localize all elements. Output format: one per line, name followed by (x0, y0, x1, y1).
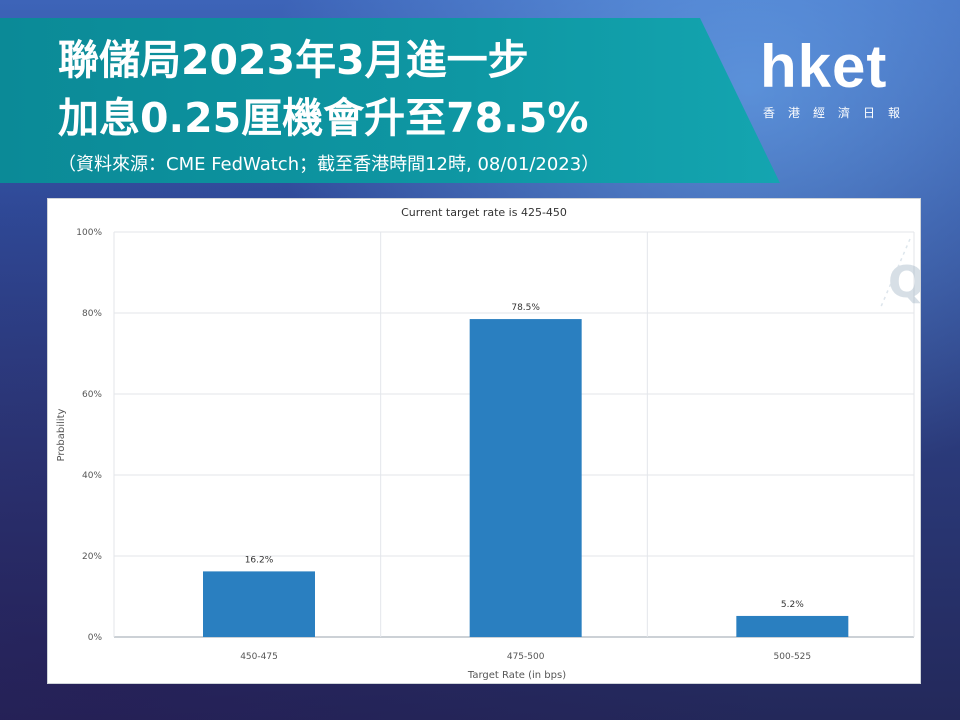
headline-line-2: 加息0.25厘機會升至78.5% (58, 94, 589, 142)
y-tick-label: 20% (82, 552, 102, 562)
bar-475-500 (469, 319, 582, 637)
logo-subtitle: 香港經濟日報 (763, 106, 914, 120)
data-label: 16.2% (245, 555, 274, 565)
source-note: （資料來源：CME FedWatch；截至香港時間12時, 08/01/2023… (58, 154, 600, 175)
chart-card: Current target rate is 425-450 0% 20% 40% 6… (47, 198, 925, 684)
y-tick-label: 60% (82, 390, 102, 400)
headline-line-1: 聯儲局2023年3月進一步 (58, 36, 529, 84)
y-tick-label: 0% (88, 633, 103, 643)
bar-chart: Current target rate is 425-450 0% 20% 40% 6… (56, 206, 925, 681)
x-axis-label: Target Rate (in bps) (467, 670, 566, 681)
y-tick-label: 100% (76, 228, 102, 238)
y-tick-label: 80% (82, 309, 102, 319)
bar-450-475 (203, 571, 315, 637)
x-tick-label: 450-475 (240, 652, 278, 662)
x-tick-label: 500-525 (774, 652, 812, 662)
logo-wordmark: hket (760, 33, 888, 100)
bars: 16.2% 78.5% 5.2% (203, 303, 849, 637)
x-tick-label: 475-500 (507, 652, 545, 662)
bar-500-525 (736, 615, 849, 637)
hket-logo: hket 香港經濟日報 (760, 33, 920, 128)
data-label: 78.5% (511, 303, 540, 313)
svg-text:Q: Q (888, 257, 920, 308)
watermark-q-icon: Q (879, 238, 925, 310)
y-tick-label: 40% (82, 471, 102, 481)
y-tick-labels: 0% 20% 40% 60% 80% 100% (76, 228, 102, 643)
chart-title: Current target rate is 425-450 (401, 206, 567, 219)
x-tick-labels: 450-475 475-500 500-525 (240, 652, 811, 662)
data-label: 5.2% (781, 600, 804, 610)
y-axis-label: Probability (56, 408, 67, 461)
title-banner (0, 18, 780, 183)
